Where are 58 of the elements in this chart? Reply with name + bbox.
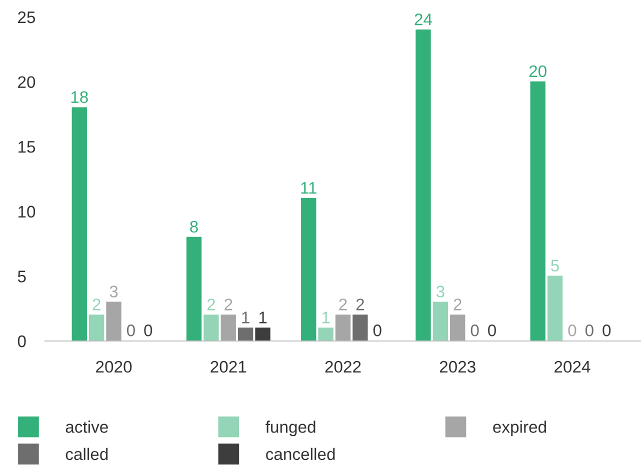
- bar: [186, 236, 202, 341]
- data-label: 2: [224, 298, 232, 310]
- bar: [450, 314, 466, 341]
- legend-label: called: [66, 448, 108, 460]
- data-label: 11: [301, 182, 316, 194]
- bar: [238, 328, 254, 341]
- data-label: 2: [92, 298, 100, 310]
- bar: [106, 302, 122, 341]
- data-label: 20: [529, 65, 546, 78]
- data-label: 0: [144, 324, 152, 336]
- data-label: 0: [488, 324, 496, 336]
- data-label: 24: [414, 13, 432, 26]
- legend-label: cancelled: [266, 448, 335, 460]
- data-label: 3: [110, 286, 118, 298]
- bar: [547, 276, 563, 341]
- data-label: 5: [551, 260, 559, 272]
- x-tick-label: 2022: [325, 360, 361, 373]
- y-tick-label: 0: [18, 335, 26, 348]
- data-label: 1: [259, 312, 267, 324]
- y-tick-label: 20: [18, 76, 36, 88]
- x-tick-label: 2021: [210, 360, 246, 373]
- y-tick-label: 10: [18, 206, 36, 218]
- x-tick-label: 2020: [96, 360, 132, 373]
- data-label: 18: [71, 91, 88, 104]
- bar: [301, 198, 316, 341]
- data-label: 1: [322, 312, 330, 324]
- data-label: 2: [339, 298, 347, 310]
- data-label: 0: [602, 324, 611, 336]
- data-label: 0: [585, 324, 594, 336]
- bar: [432, 302, 448, 341]
- data-label: 0: [126, 324, 135, 336]
- legend-label: expired: [493, 420, 546, 436]
- bar: [530, 81, 546, 341]
- legend-label: funged: [266, 420, 316, 436]
- bar: [416, 30, 431, 341]
- data-label: 3: [436, 286, 444, 298]
- data-label: 8: [190, 220, 198, 233]
- data-label: 0: [470, 324, 479, 336]
- bar: [335, 314, 351, 341]
- y-tick-label: 5: [18, 270, 26, 282]
- bar: [72, 107, 87, 341]
- legend-label: active: [66, 420, 108, 433]
- bar: [220, 314, 236, 341]
- data-label: 2: [454, 298, 462, 310]
- data-label: 0: [373, 324, 382, 336]
- bar: [255, 328, 270, 341]
- bar: [352, 314, 368, 341]
- bar: [88, 314, 104, 341]
- data-label: 2: [207, 298, 215, 310]
- y-tick-label: 25: [18, 11, 36, 24]
- bar: [318, 328, 334, 341]
- data-label: 2: [356, 298, 364, 310]
- x-tick-label: 2024: [554, 360, 590, 373]
- x-tick-label: 2023: [440, 360, 476, 373]
- bar: [204, 314, 219, 341]
- data-label: 0: [568, 324, 576, 336]
- data-label: 1: [242, 312, 250, 324]
- y-tick-label: 15: [18, 141, 36, 153]
